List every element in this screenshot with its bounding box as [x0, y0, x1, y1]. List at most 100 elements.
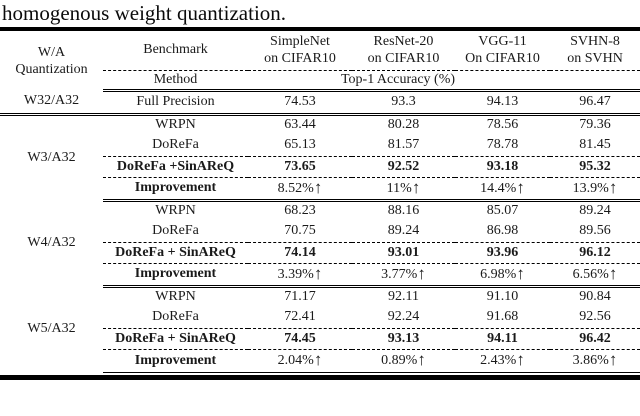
table-row-dorefa: DoReFa 72.41 92.24 91.68 92.56 [0, 307, 640, 329]
up-arrow-icon: ↑ [608, 263, 618, 283]
value-cell: 94.13 [455, 90, 550, 116]
value-cell: 91.10 [486, 289, 519, 305]
header-wa-quantization: W/A Quantization [0, 29, 103, 90]
network-name: ResNet-20 [373, 34, 434, 50]
value-cell: 78.78 [455, 135, 550, 157]
value-cell: 85.07 [486, 203, 519, 219]
up-arrow-icon: ↑ [608, 350, 618, 369]
method-cell: DoReFa [103, 221, 248, 243]
improvement-cell: 6.56%↑ [550, 263, 640, 288]
method-cell: WRPN [155, 117, 196, 133]
table-row-wrpn: W5/A32 WRPN 71.17 92.11 91.10 90.84 [0, 286, 640, 336]
network-name: VGG-11 [478, 34, 527, 50]
value-cell: 78.56 [486, 117, 519, 133]
up-arrow-icon: ↑ [516, 177, 525, 197]
value-cell: 68.23 [284, 203, 316, 219]
value-cell: 71.17 [284, 289, 316, 305]
improvement-cell: 3.77%↑ [352, 263, 455, 288]
value-cell: 90.84 [579, 289, 611, 305]
group-label: W4/A32 [27, 235, 76, 250]
improvement-cell: 13.9%↑ [550, 177, 640, 202]
table-row-improvement: Improvement 8.52%↑ 11%↑ 14.4%↑ 13.9%↑ [0, 177, 640, 202]
value-cell: 92.52 [352, 156, 455, 178]
up-arrow-icon: ↑ [313, 263, 323, 283]
header-row-top: W/A Quantization Benchmark SimpleNet on … [0, 29, 640, 77]
group-label: W32/A32 [0, 90, 103, 116]
up-arrow-icon: ↑ [313, 350, 323, 369]
table-row-dorefa: DoReFa 65.13 81.57 78.78 81.45 [0, 135, 640, 157]
value-cell: 80.28 [387, 117, 420, 133]
method-cell: DoReFa +SinAReQ [103, 156, 248, 178]
value-cell: 70.75 [248, 221, 352, 243]
value-cell: 96.42 [550, 328, 640, 350]
improvement-value: 0.89% [381, 353, 418, 368]
up-arrow-icon: ↑ [608, 177, 618, 197]
table-bottom-rule [0, 374, 640, 380]
group-label: W3/A32 [27, 149, 76, 165]
value-cell: 92.11 [388, 289, 419, 305]
network-dataset: On CIFAR10 [465, 51, 540, 67]
value-cell: 94.11 [455, 328, 550, 350]
value-cell: 95.32 [550, 156, 640, 178]
method-cell: DoReFa [103, 135, 248, 157]
method-cell: DoReFa + SinAReQ [103, 328, 248, 350]
improvement-value: 3.39% [277, 266, 314, 282]
improvement-cell: 2.43%↑ [455, 349, 550, 373]
value-cell: 74.53 [248, 90, 352, 116]
value-cell: 96.12 [550, 242, 640, 264]
table-row-dorefa-sinareq: DoReFa + SinAReQ 74.45 93.13 94.11 96.42 [0, 328, 640, 350]
group-label: W5/A32 [27, 321, 76, 336]
header-benchmark: Benchmark [103, 29, 248, 71]
method-cell: Improvement [103, 263, 248, 288]
improvement-cell: 0.89%↑ [352, 349, 455, 373]
network-dataset: on CIFAR10 [264, 51, 336, 67]
improvement-cell: 11%↑ [352, 177, 455, 202]
header-wa-line2: Quantization [15, 61, 88, 77]
header-method: Method [103, 70, 248, 92]
improvement-value: 14.4% [480, 180, 517, 196]
value-cell: 79.36 [579, 117, 611, 133]
value-cell: 92.56 [550, 307, 640, 329]
improvement-cell: 6.98%↑ [455, 263, 550, 288]
up-arrow-icon: ↑ [516, 263, 525, 283]
value-cell: 89.24 [579, 203, 611, 219]
table-row-dorefa-sinareq: DoReFa + SinAReQ 74.14 93.01 93.96 96.12 [0, 242, 640, 264]
header-wa-line1: W/A [37, 44, 66, 60]
value-cell: 93.96 [455, 242, 550, 264]
value-cell: 88.16 [387, 203, 420, 219]
method-cell: DoReFa + SinAReQ [103, 242, 248, 264]
header-network-resnet20: ResNet-20 on CIFAR10 [352, 29, 455, 71]
value-cell: 89.24 [352, 221, 455, 243]
table-row-wrpn: W3/A32 WRPN 63.44 80.28 78.56 79.36 [0, 114, 640, 165]
up-arrow-icon: ↑ [417, 350, 426, 369]
value-cell: 74.14 [248, 242, 352, 264]
table-caption: homogenous weight quantization. [2, 1, 287, 25]
value-cell: 81.45 [550, 135, 640, 157]
value-cell: 73.65 [248, 156, 352, 178]
header-network-vgg11: VGG-11 On CIFAR10 [455, 29, 550, 71]
value-cell: 93.3 [352, 90, 455, 116]
header-network-simplenet: SimpleNet on CIFAR10 [248, 29, 352, 71]
value-cell: 96.47 [550, 90, 640, 116]
improvement-value: 3.77% [381, 266, 418, 282]
improvement-cell: 3.39%↑ [248, 263, 352, 288]
value-cell: 63.44 [284, 117, 316, 133]
method-cell: Improvement [103, 177, 248, 202]
improvement-value: 2.04% [277, 353, 314, 368]
value-cell: 93.01 [352, 242, 455, 264]
value-cell: 86.98 [455, 221, 550, 243]
up-arrow-icon: ↑ [411, 177, 421, 197]
improvement-value: 6.56% [572, 266, 609, 282]
up-arrow-icon: ↑ [516, 350, 525, 369]
network-dataset: on CIFAR10 [367, 51, 440, 67]
improvement-value: 3.86% [572, 353, 609, 368]
value-cell: 65.13 [248, 135, 352, 157]
improvement-cell: 3.86%↑ [550, 349, 640, 373]
table-row-improvement: Improvement 2.04%↑ 0.89%↑ 2.43%↑ 3.86%↑ [0, 349, 640, 373]
network-name: SimpleNet [270, 34, 330, 50]
header-top1-accuracy: Top-1 Accuracy (%) [248, 70, 640, 92]
improvement-value: 13.9% [572, 180, 609, 196]
table-row-improvement: Improvement 3.39%↑ 3.77%↑ 6.98%↑ 6.56%↑ [0, 263, 640, 288]
table-row-dorefa-sinareq: DoReFa +SinAReQ 73.65 92.52 93.18 95.32 [0, 156, 640, 178]
